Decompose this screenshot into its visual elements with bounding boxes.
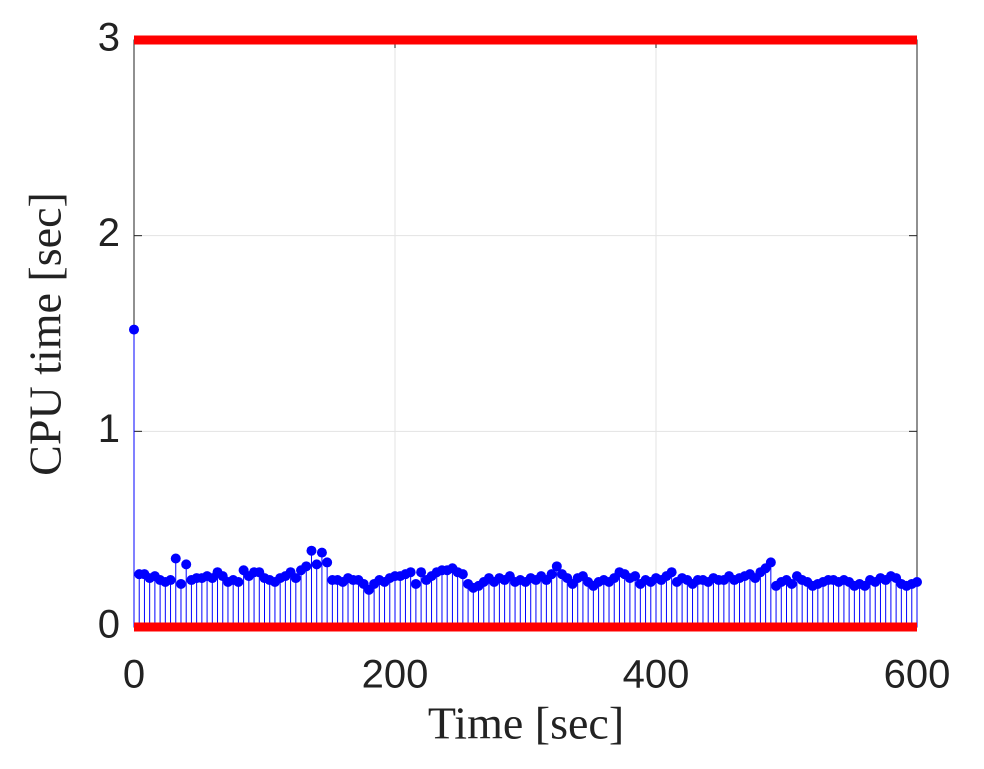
- y-tick-label: 3: [98, 16, 120, 60]
- x-axis-label: Time [sec]: [428, 698, 624, 749]
- stem-marker: [301, 561, 312, 572]
- stem-marker: [316, 547, 327, 558]
- stem-marker: [666, 567, 677, 578]
- stem-marker: [457, 569, 468, 580]
- y-tick-label: 1: [98, 407, 120, 451]
- stem-marker: [322, 557, 333, 568]
- x-tick-label: 200: [362, 653, 429, 697]
- stem-marker: [129, 324, 139, 335]
- stem-marker: [405, 567, 416, 578]
- stem-marker: [290, 573, 301, 584]
- stem-marker: [311, 559, 322, 570]
- stem-marker: [165, 575, 176, 586]
- plot-frame: [133, 39, 918, 628]
- stem-marker: [416, 567, 427, 578]
- stem-marker: [181, 559, 192, 570]
- stem-marker: [765, 557, 776, 568]
- stem-marker: [786, 578, 797, 589]
- x-tick-label: 600: [884, 653, 951, 697]
- y-tick-label: 2: [98, 211, 120, 255]
- y-axis-label: CPU time [sec]: [20, 192, 71, 476]
- y-tick-label: 0: [98, 603, 120, 647]
- x-tick-label: 400: [623, 653, 690, 697]
- stem-marker: [170, 553, 181, 564]
- x-tick-label: 0: [123, 653, 145, 697]
- stem-marker: [912, 576, 922, 587]
- stem-marker: [551, 561, 562, 572]
- stem-marker: [410, 578, 421, 589]
- stem-marker: [306, 545, 317, 556]
- stem-marker: [233, 576, 244, 587]
- stem-marker: [546, 569, 557, 580]
- stem-marker: [175, 578, 186, 589]
- stem-marker: [630, 571, 641, 582]
